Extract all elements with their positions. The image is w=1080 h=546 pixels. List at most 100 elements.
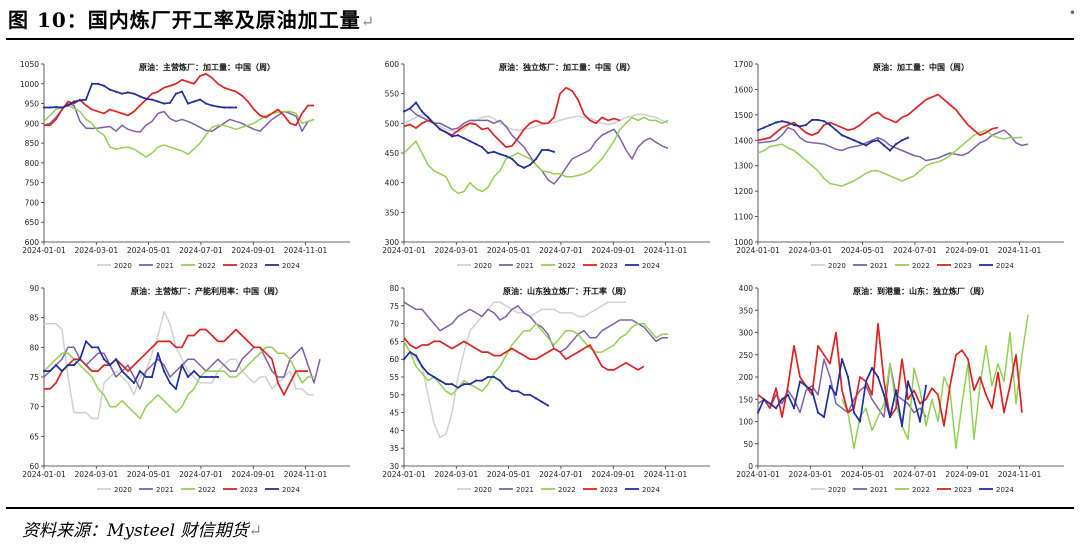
series-point-2024 bbox=[894, 143, 898, 146]
series-point-2024 bbox=[192, 100, 196, 103]
y-tick-label: 30 bbox=[389, 462, 399, 471]
series-point-2024 bbox=[414, 354, 418, 357]
series-point-2024 bbox=[168, 381, 172, 385]
series-line-2023 bbox=[44, 328, 308, 396]
series-line-2022 bbox=[403, 116, 669, 195]
legend-label-2023: 2023 bbox=[240, 486, 258, 494]
series-line-2021 bbox=[43, 102, 315, 133]
series-point-2024 bbox=[816, 411, 820, 414]
y-tick-label: 40 bbox=[389, 426, 399, 435]
series-line-2022 bbox=[43, 346, 314, 420]
y-tick-label: 85 bbox=[29, 314, 39, 323]
series-point-2024 bbox=[174, 387, 178, 390]
series-point-2024 bbox=[114, 90, 118, 93]
series-point-2024 bbox=[792, 407, 796, 410]
series-point-2024 bbox=[78, 358, 82, 361]
series-point-2024 bbox=[774, 121, 778, 124]
series-point-2024 bbox=[432, 122, 436, 125]
series-line-2023 bbox=[757, 93, 999, 142]
series-point-2024 bbox=[810, 389, 814, 392]
series-point-2024 bbox=[534, 157, 538, 161]
series-point-2024 bbox=[48, 369, 52, 373]
y-tick-label: 45 bbox=[389, 409, 399, 418]
y-tick-label: 700 bbox=[25, 198, 40, 207]
y-tick-label: 950 bbox=[25, 100, 40, 109]
series-point-2024 bbox=[816, 118, 820, 122]
series-point-2024 bbox=[876, 375, 880, 379]
series-line-2024 bbox=[44, 340, 218, 390]
chart-title: 原油：加工量：中国（周） bbox=[873, 62, 969, 72]
x-tick-label: 2024-07-01 bbox=[893, 470, 937, 479]
series-point-2024 bbox=[498, 379, 502, 382]
series-point-2024 bbox=[90, 346, 94, 349]
legend-label-2024: 2024 bbox=[996, 486, 1014, 494]
series-point-2024 bbox=[102, 358, 106, 361]
x-tick-label: 2024-09-01 bbox=[231, 246, 275, 255]
y-tick-label: 800 bbox=[25, 159, 40, 168]
series-point-2024 bbox=[210, 104, 214, 107]
chart-panel-6: 0 50 100 150 200 250 300 350 400 2024-01-01 2024-0… bbox=[736, 284, 1064, 494]
y-tick-label: 200 bbox=[739, 373, 754, 382]
series-point-2024 bbox=[456, 386, 460, 389]
legend-label-2024: 2024 bbox=[642, 262, 660, 270]
chart-title: 原油：到港量：山东：独立炼厂（周） bbox=[853, 286, 989, 296]
series-point-2024 bbox=[96, 82, 100, 85]
chart-title: 原油：独立炼厂：加工量：中国（周） bbox=[499, 62, 635, 72]
series-point-2024 bbox=[156, 352, 160, 355]
series-point-2024 bbox=[120, 369, 124, 373]
series-point-2024 bbox=[756, 411, 760, 414]
y-tick-label: 1000 bbox=[20, 80, 39, 89]
series-point-2024 bbox=[108, 88, 112, 91]
chart-panel-5: 30 35 40 45 50 55 60 65 70 75 80 2024-01-01 2024-03-… bbox=[382, 284, 710, 494]
series-point-2024 bbox=[858, 141, 862, 144]
series-point-2024 bbox=[60, 369, 64, 373]
series-point-2024 bbox=[198, 98, 202, 101]
series-point-2024 bbox=[546, 404, 550, 407]
series-point-2024 bbox=[138, 369, 142, 373]
x-tick-label: 2024-01-01 bbox=[382, 470, 426, 479]
series-point-2024 bbox=[510, 390, 514, 393]
series-point-2024 bbox=[84, 340, 88, 343]
series-point-2024 bbox=[450, 383, 454, 386]
y-tick-label: 80 bbox=[29, 343, 39, 352]
series-point-2024 bbox=[888, 415, 892, 419]
series-point-2024 bbox=[900, 139, 904, 142]
y-tick-label: 1200 bbox=[734, 187, 753, 196]
series-point-2024 bbox=[522, 166, 526, 169]
series-point-2024 bbox=[882, 393, 886, 396]
series-point-2024 bbox=[846, 136, 850, 139]
series-point-2024 bbox=[474, 143, 478, 146]
series-point-2024 bbox=[870, 140, 874, 143]
series-point-2024 bbox=[906, 136, 910, 139]
series-point-2024 bbox=[786, 121, 790, 124]
legend-label-2023: 2023 bbox=[954, 262, 972, 270]
series-point-2024 bbox=[870, 367, 874, 370]
y-tick-label: 35 bbox=[389, 444, 399, 453]
series-line-2023 bbox=[403, 86, 621, 148]
series-point-2024 bbox=[414, 101, 418, 104]
x-tick-label: 2024-09-01 bbox=[591, 470, 635, 479]
y-tick-label: 50 bbox=[743, 440, 753, 449]
series-point-2024 bbox=[894, 389, 898, 392]
x-tick-label: 2024-05-01 bbox=[487, 246, 531, 255]
series-point-2024 bbox=[876, 139, 880, 142]
series-point-2024 bbox=[180, 90, 184, 93]
series-point-2024 bbox=[798, 125, 802, 128]
series-point-2024 bbox=[828, 123, 832, 127]
series-point-2024 bbox=[222, 106, 226, 109]
series-point-2024 bbox=[432, 375, 436, 379]
series-point-2024 bbox=[78, 99, 82, 102]
y-tick-label: 65 bbox=[29, 432, 39, 441]
series-point-2024 bbox=[552, 150, 556, 153]
series-point-2024 bbox=[858, 420, 862, 423]
series-point-2024 bbox=[420, 110, 424, 113]
y-tick-label: 850 bbox=[25, 139, 40, 148]
series-line-2021 bbox=[403, 301, 668, 353]
y-tick-label: 400 bbox=[385, 179, 400, 188]
series-point-2024 bbox=[822, 415, 826, 419]
series-point-2024 bbox=[840, 358, 844, 361]
chart-panel-2: 300 350 400 450 500 550 600 2024-01-01 2024-03-0… bbox=[382, 60, 710, 270]
y-tick-label: 400 bbox=[739, 284, 754, 293]
x-tick-label: 2024-11-01 bbox=[284, 470, 328, 479]
y-tick-label: 300 bbox=[739, 329, 754, 338]
